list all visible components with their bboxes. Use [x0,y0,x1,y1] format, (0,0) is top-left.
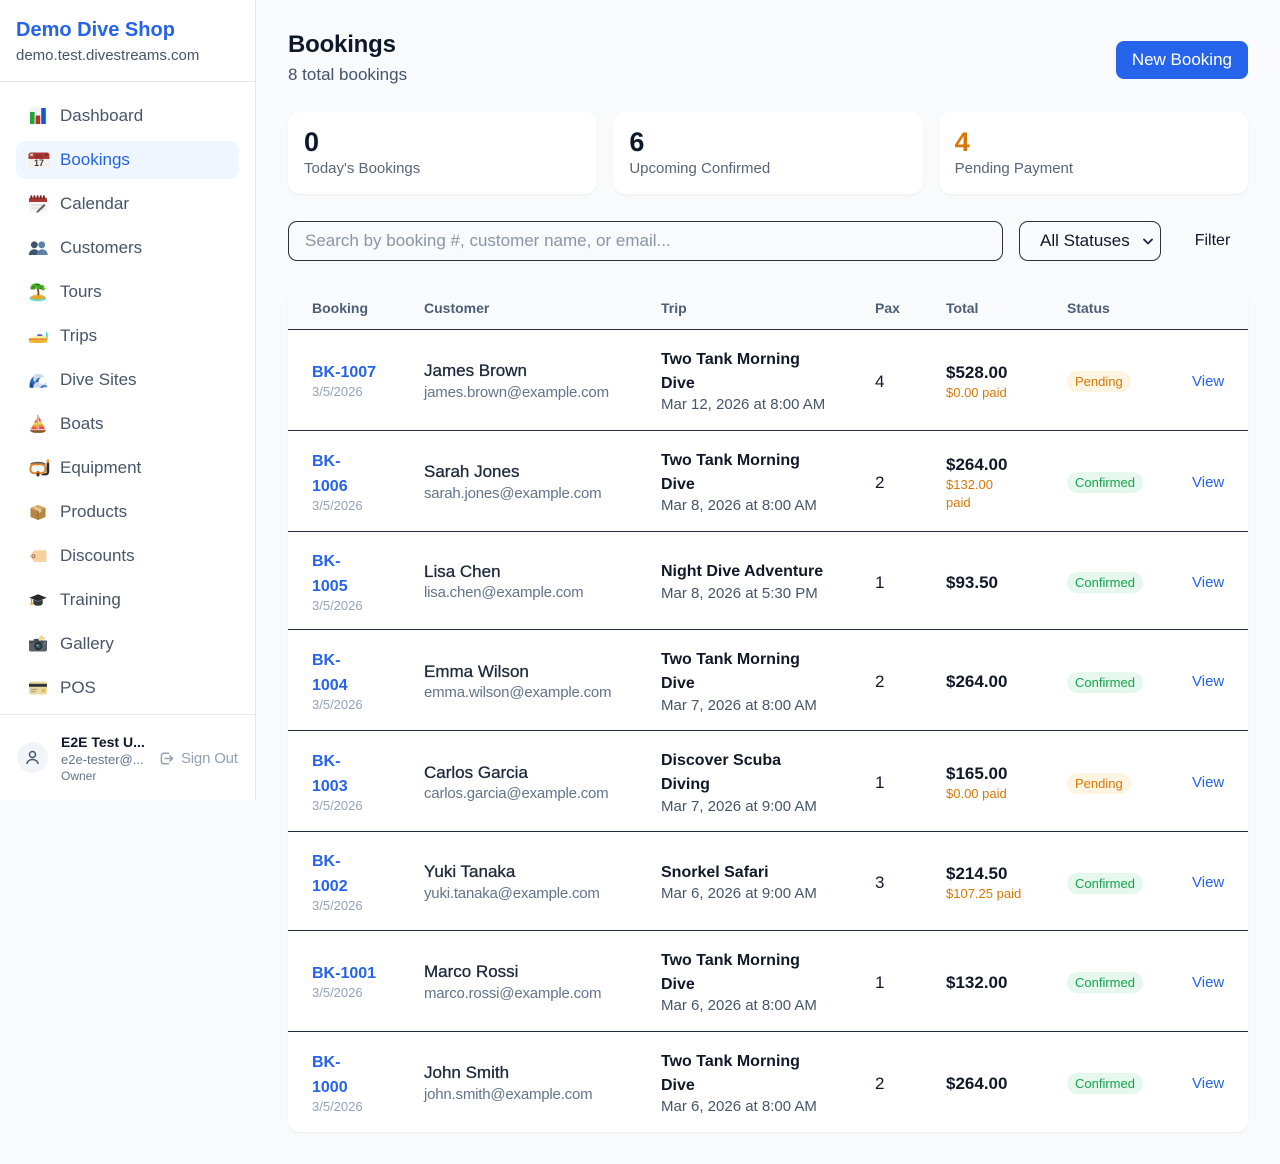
svg-text:17: 17 [34,158,44,168]
